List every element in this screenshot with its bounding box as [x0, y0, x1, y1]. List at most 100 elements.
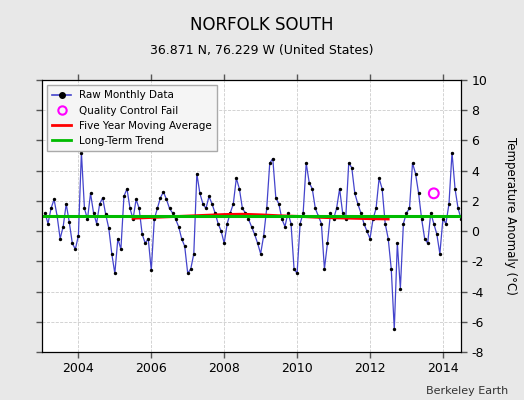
Point [460, 220, 468, 227]
Point [490, 216, 499, 222]
Point [193, 170, 201, 177]
Point [62, 201, 70, 207]
Point [420, 236, 429, 242]
Point [381, 220, 389, 227]
Point [132, 196, 140, 202]
Point [317, 220, 325, 227]
Point [342, 216, 350, 222]
Point [211, 210, 219, 216]
Point [107, 250, 116, 257]
Point [314, 213, 323, 219]
Point [153, 205, 161, 212]
Point [284, 210, 292, 216]
Point [402, 210, 411, 216]
Point [296, 220, 304, 227]
Point [147, 267, 156, 274]
Point [59, 223, 68, 230]
Point [241, 210, 249, 216]
Point [202, 205, 210, 212]
Point [478, 195, 487, 201]
Point [393, 240, 401, 246]
Point [299, 210, 308, 216]
Point [90, 210, 98, 216]
Point [472, 296, 481, 302]
Point [229, 201, 237, 207]
Point [120, 193, 128, 200]
Point [521, 216, 524, 222]
Point [390, 326, 398, 332]
Point [183, 270, 192, 277]
Point [41, 210, 49, 216]
Point [232, 175, 241, 182]
Point [518, 250, 524, 257]
Point [320, 266, 329, 272]
Point [56, 236, 64, 242]
Point [509, 186, 517, 192]
Point [326, 210, 335, 216]
Point [223, 220, 232, 227]
Point [445, 201, 453, 207]
Point [387, 266, 396, 272]
Text: Berkeley Earth: Berkeley Earth [426, 386, 508, 396]
Point [408, 160, 417, 166]
Point [238, 205, 247, 212]
Point [430, 190, 438, 196]
Point [199, 201, 207, 207]
Point [178, 236, 186, 242]
Point [511, 149, 520, 156]
Point [457, 216, 465, 222]
Point [475, 216, 484, 222]
Point [335, 186, 344, 192]
Point [308, 186, 316, 192]
Point [311, 205, 320, 212]
Point [484, 186, 493, 192]
Point [351, 190, 359, 196]
Point [214, 220, 222, 227]
Point [74, 232, 83, 239]
Point [50, 196, 58, 202]
Point [347, 164, 356, 171]
Point [359, 220, 368, 227]
Point [506, 175, 514, 182]
Point [332, 205, 341, 212]
Point [174, 223, 183, 230]
Point [439, 216, 447, 222]
Point [266, 160, 274, 166]
Point [220, 240, 228, 246]
Point [290, 266, 298, 272]
Point [256, 250, 265, 257]
Point [433, 231, 441, 237]
Point [414, 190, 423, 196]
Point [111, 270, 119, 277]
Point [226, 210, 234, 216]
Point [399, 220, 408, 227]
Point [53, 213, 61, 219]
Point [162, 196, 171, 202]
Point [263, 205, 271, 212]
Point [159, 189, 168, 195]
Point [293, 270, 301, 277]
Point [305, 180, 313, 186]
Point [454, 205, 462, 212]
Point [99, 195, 107, 201]
Point [363, 228, 371, 234]
Point [287, 220, 295, 227]
Point [65, 219, 73, 225]
Point [117, 246, 125, 252]
Point [102, 211, 110, 218]
Point [396, 285, 405, 292]
Point [275, 201, 283, 207]
Point [190, 250, 198, 257]
Point [442, 220, 450, 227]
Point [499, 201, 508, 207]
Point [150, 216, 158, 222]
Point [269, 155, 277, 162]
Point [217, 228, 225, 234]
Point [235, 186, 244, 192]
Point [141, 240, 149, 246]
Point [105, 225, 113, 231]
Point [487, 205, 496, 212]
Point [411, 170, 420, 177]
Point [503, 190, 511, 196]
Point [68, 240, 77, 246]
